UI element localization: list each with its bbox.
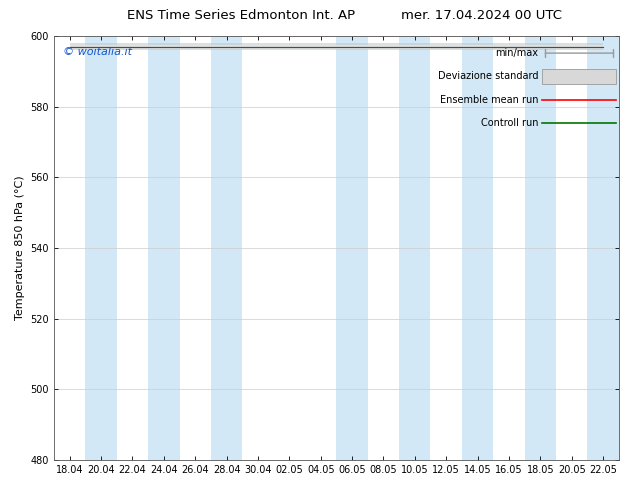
Bar — [462, 36, 493, 460]
Bar — [211, 36, 242, 460]
FancyBboxPatch shape — [543, 69, 616, 84]
Bar — [337, 36, 368, 460]
Bar — [399, 36, 430, 460]
Text: ENS Time Series Edmonton Int. AP: ENS Time Series Edmonton Int. AP — [127, 9, 355, 22]
Bar — [524, 36, 556, 460]
Text: min/max: min/max — [496, 48, 538, 58]
Text: Controll run: Controll run — [481, 118, 538, 128]
Text: © woitalia.it: © woitalia.it — [63, 47, 131, 57]
Text: mer. 17.04.2024 00 UTC: mer. 17.04.2024 00 UTC — [401, 9, 562, 22]
Bar — [587, 36, 619, 460]
Bar — [148, 36, 179, 460]
Text: Deviazione standard: Deviazione standard — [438, 72, 538, 81]
Y-axis label: Temperature 850 hPa (°C): Temperature 850 hPa (°C) — [15, 176, 25, 320]
Text: Ensemble mean run: Ensemble mean run — [440, 95, 538, 105]
Bar — [86, 36, 117, 460]
